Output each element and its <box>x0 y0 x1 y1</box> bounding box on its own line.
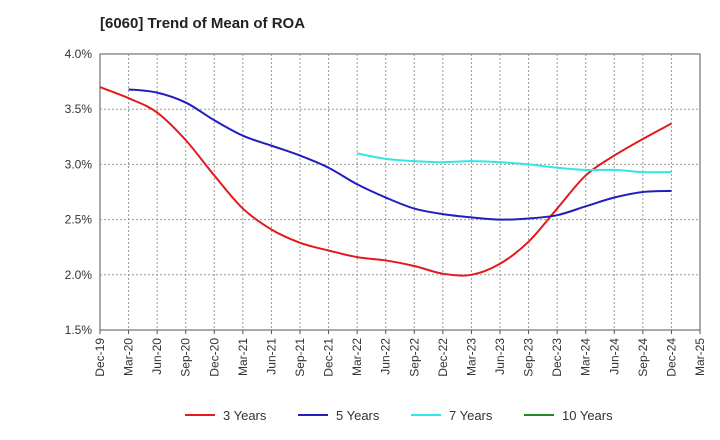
legend: 3 Years 5 Years 7 Years 10 Years <box>185 408 613 423</box>
y-tick-label: 4.0% <box>65 47 93 61</box>
y-tick-label: 3.5% <box>65 102 93 116</box>
chart-title: [6060] Trend of Mean of ROA <box>100 15 306 32</box>
x-tick-label: Jun-20 <box>150 338 164 375</box>
y-tick-label: 3.0% <box>65 157 93 171</box>
x-tick-label: Dec-21 <box>322 338 336 377</box>
legend-label: 10 Years <box>562 408 613 423</box>
x-axis: Dec-19 Mar-20 Jun-20 Sep-20 Dec-20 Mar-21 Jun-… <box>93 330 707 377</box>
x-tick-label: Mar-21 <box>236 338 250 376</box>
x-tick-label: Mar-23 <box>464 338 478 376</box>
x-tick-label: Dec-23 <box>550 338 564 377</box>
x-tick-label: Jun-24 <box>607 338 621 375</box>
y-tick-label: 2.5% <box>65 213 93 227</box>
series-line-3-years <box>99 86 672 277</box>
x-tick-label: Dec-24 <box>664 338 678 377</box>
plot-area <box>99 53 701 331</box>
x-tick-label: Dec-19 <box>93 338 107 377</box>
x-tick-label: Sep-23 <box>522 338 536 377</box>
legend-label: 7 Years <box>449 408 493 423</box>
y-tick-label: 2.0% <box>65 268 93 282</box>
x-tick-label: Sep-22 <box>407 338 421 377</box>
series-line-5-years <box>128 88 672 221</box>
legend-label: 3 Years <box>223 408 267 423</box>
x-tick-label: Dec-20 <box>207 338 221 377</box>
y-tick-label: 1.5% <box>65 323 93 337</box>
x-tick-label: Dec-22 <box>436 338 450 377</box>
x-tick-label: Mar-25 <box>693 338 707 376</box>
x-tick-label: Mar-22 <box>350 338 364 376</box>
x-tick-label: Sep-20 <box>179 338 193 377</box>
x-tick-label: Sep-21 <box>293 338 307 377</box>
x-tick-label: Mar-20 <box>122 338 136 376</box>
series-layer <box>99 86 672 277</box>
x-tick-label: Jun-23 <box>493 338 507 375</box>
x-tick-label: Sep-24 <box>636 338 650 377</box>
series-line-7-years <box>356 152 672 174</box>
x-tick-label: Mar-24 <box>579 338 593 376</box>
legend-label: 5 Years <box>336 408 380 423</box>
y-axis: 1.5% 2.0% 2.5% 3.0% 3.5% 4.0% <box>65 47 93 337</box>
x-tick-label: Jun-21 <box>264 338 278 375</box>
x-tick-label: Jun-22 <box>379 338 393 375</box>
